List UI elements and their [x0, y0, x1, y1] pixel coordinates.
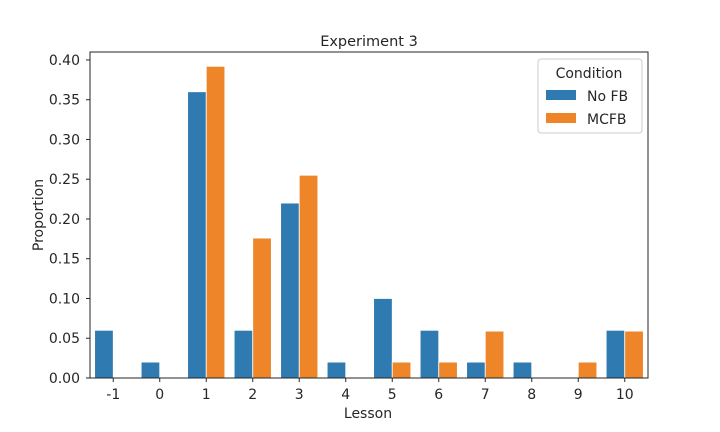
x-tick-label: 3 — [295, 387, 304, 403]
bar-mcfb-lesson-2 — [252, 237, 272, 379]
x-tick-label: 6 — [434, 387, 443, 403]
legend-swatch-no-fb — [546, 90, 576, 100]
axes-frame — [89, 51, 649, 379]
bar-no-fb-lesson-3 — [280, 202, 300, 379]
chart-title: Experiment 3 — [320, 34, 418, 50]
x-axis: -1 0 1 2 3 4 5 6 7 8 9 10 — [106, 378, 634, 403]
legend-title: Condition — [556, 66, 623, 82]
x-tick-label: 4 — [341, 387, 350, 403]
x-tick-label: 0 — [155, 387, 164, 403]
y-axis-label: Proportion — [31, 179, 47, 251]
y-tick-label: 0.35 — [49, 93, 80, 109]
y-tick-label: 0.15 — [49, 252, 80, 268]
y-tick-label: 0.40 — [49, 53, 80, 69]
plot-area — [94, 65, 644, 379]
bar-mcfb-lesson-7 — [484, 330, 505, 379]
y-tick-label: 0.30 — [49, 132, 80, 148]
x-tick-label: 8 — [527, 387, 536, 403]
legend-swatch-mcfb — [546, 113, 576, 123]
bar-no-fb-lesson-6 — [419, 329, 440, 379]
x-tick-label: 10 — [616, 387, 634, 403]
x-tick-label: 2 — [248, 387, 257, 403]
x-tick-label: 9 — [574, 387, 583, 403]
bar-no-fb-lesson-0 — [140, 361, 161, 379]
legend-label-no-fb: No FB — [587, 89, 628, 105]
bar-no-fb-lesson-5 — [373, 298, 393, 379]
x-axis-label: Lesson — [344, 406, 392, 422]
bar-no-fb-lesson-7 — [466, 361, 486, 379]
bar-no-fb-lesson-4 — [326, 361, 347, 379]
x-tick-label: -1 — [106, 387, 120, 403]
y-tick-label: 0.05 — [49, 331, 80, 347]
y-tick-label: 0.20 — [49, 212, 80, 228]
bar-mcfb-lesson-6 — [438, 361, 458, 379]
x-tick-label: 1 — [202, 387, 211, 403]
legend: Condition No FB MCFB — [537, 58, 643, 134]
bar-mcfb-lesson-1 — [205, 65, 226, 379]
y-tick-label: 0.00 — [49, 371, 80, 387]
bar-no-fb-lesson-8 — [512, 361, 533, 379]
bar-no-fb-lesson-10 — [605, 329, 626, 379]
bar-no-fb-lesson-2 — [233, 329, 254, 379]
bar-mcfb-lesson-3 — [298, 174, 319, 379]
y-tick-label: 0.25 — [49, 172, 80, 188]
legend-label-mcfb: MCFB — [587, 112, 627, 128]
y-tick-label: 0.10 — [49, 291, 80, 307]
y-axis: 0.00 0.05 0.10 0.15 0.20 0.25 0.30 0.35 0.40 — [49, 53, 90, 387]
bar-no-fb-lesson--1 — [94, 329, 114, 379]
bar-no-fb-lesson-1 — [187, 91, 207, 379]
bar-mcfb-lesson-10 — [624, 330, 644, 379]
x-tick-label: 5 — [388, 387, 397, 403]
bar-mcfb-lesson-9 — [577, 361, 598, 379]
x-tick-label: 7 — [481, 387, 490, 403]
bar-mcfb-lesson-5 — [391, 361, 412, 379]
